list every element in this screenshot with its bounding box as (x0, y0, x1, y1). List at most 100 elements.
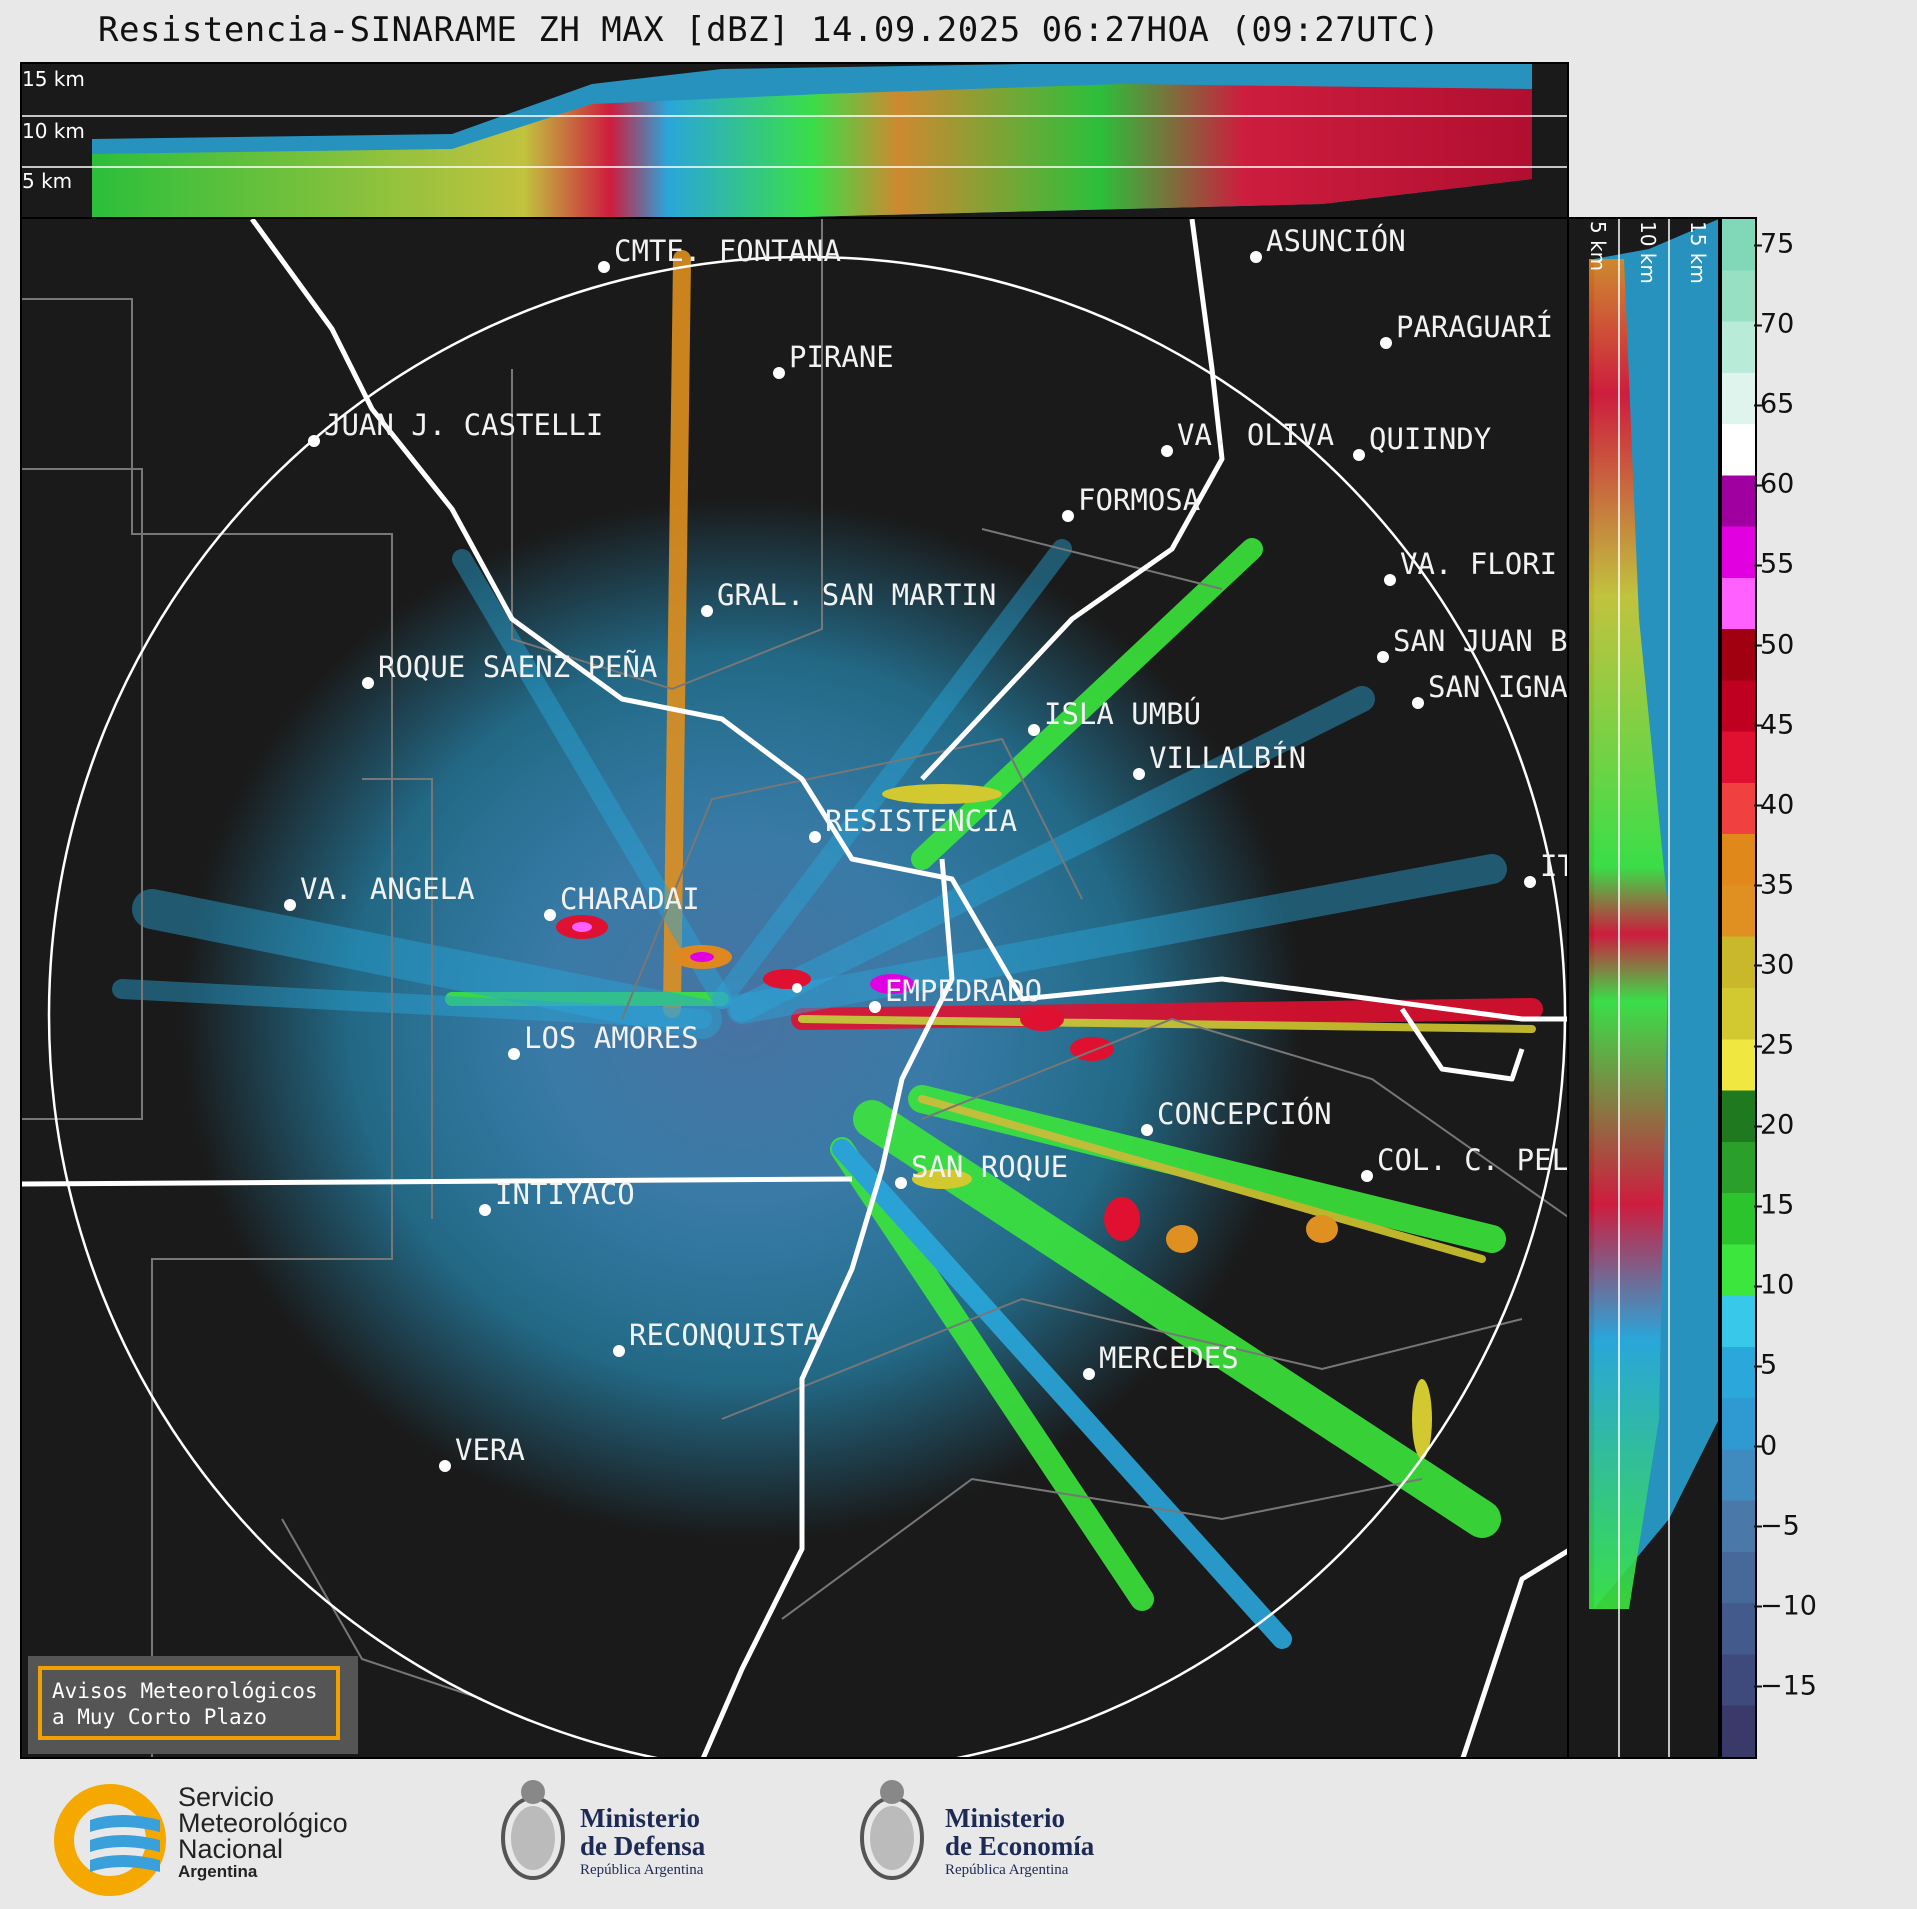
colorbar-tick-label: −10 (1754, 1590, 1817, 1622)
radar-map[interactable]: CMTE. FONTANA ASUNCIÓN PARAGUARÍ PIRANE JUAN… (20, 217, 1569, 1759)
colorbar-tick-label: 0 (1753, 1430, 1778, 1461)
city-marker (613, 1345, 625, 1357)
defensa-logo-text: Ministerio de Defensa República Argentin… (580, 1804, 705, 1880)
colorbar-tick-label: 40 (1753, 789, 1795, 821)
city-marker (809, 831, 821, 843)
city-label: SAN IGNA (1428, 670, 1568, 704)
warning-box[interactable]: Avisos Meteorológicos a Muy Corto Plazo (28, 1656, 358, 1754)
colorbar-tick-label: 15 (1753, 1189, 1795, 1221)
city-label: VILLALBÍN (1149, 741, 1306, 775)
warning-line-2: a Muy Corto Plazo (52, 1705, 267, 1729)
side-height-profile: 5 km 10 km 15 km (1569, 217, 1720, 1759)
city-marker (1361, 1170, 1373, 1182)
colorbar-tick-label: 45 (1753, 709, 1795, 741)
colorbar (1720, 217, 1757, 1759)
city-labels: CMTE. FONTANA ASUNCIÓN PARAGUARÍ PIRANE JUAN… (284, 224, 1569, 1472)
city-marker (1250, 251, 1262, 263)
economia-line: de Economía (945, 1831, 1095, 1861)
city-label: LOS AMORES (524, 1021, 699, 1055)
argentina-shield-icon (501, 1780, 565, 1880)
range-ring (47, 255, 1567, 1757)
city-marker (895, 1177, 907, 1189)
radar-streaks (112, 250, 1543, 1649)
city-marker (1412, 697, 1424, 709)
city-label: ROQUE SAENZ PEÑA (378, 650, 657, 684)
economia-logo-text: Ministerio de Economía República Argenti… (945, 1804, 1094, 1880)
city-label: PIRANE (789, 340, 894, 374)
footer: Servicio Meteorológico Nacional Argentin… (0, 1760, 1917, 1909)
colorbar-tick-label: 70 (1753, 308, 1795, 340)
city-label: SAN ROQUE (911, 1150, 1068, 1184)
city-label: ITI (1540, 849, 1569, 883)
colorbar-tick-label: 10 (1753, 1269, 1795, 1301)
top-altitude-label: 10 km (22, 119, 85, 143)
top-altitude-label: 15 km (22, 67, 85, 91)
colorbar-tick-label: −15 (1754, 1670, 1817, 1702)
colorbar-tick-label: 60 (1753, 468, 1795, 500)
colorbar-tick-label: 35 (1753, 869, 1795, 901)
city-marker (773, 367, 785, 379)
city-marker (284, 899, 296, 911)
smn-line: Meteorológico (178, 1808, 348, 1838)
side-altitude-label: 10 km (1636, 221, 1660, 284)
city-label: INTIYACO (495, 1177, 635, 1211)
city-marker (1384, 574, 1396, 586)
city-marker (1380, 337, 1392, 349)
argentina-shield-icon (860, 1780, 924, 1880)
city-label: PARAGUARÍ (1396, 310, 1553, 344)
city-label: CHARADAI (560, 882, 700, 916)
colorbar-tick-label: 55 (1753, 548, 1795, 580)
side-altitude-label: 5 km (1586, 221, 1610, 271)
side-altitude-label: 15 km (1686, 221, 1710, 284)
city-label: QUIINDY (1369, 422, 1491, 456)
smn-logo-text: Servicio Meteorológico Nacional Argentin… (178, 1784, 348, 1882)
rivers (22, 219, 1567, 1757)
city-label: MERCEDES (1099, 1341, 1239, 1375)
storm-cells (556, 784, 1432, 1459)
colorbar-tick-label: −5 (1754, 1510, 1800, 1542)
city-label: JUAN J. CASTELLI (324, 408, 603, 442)
warning-line-1: Avisos Meteorológicos (52, 1679, 318, 1703)
city-label: VA. OLIVA (1177, 418, 1334, 452)
city-label: FORMOSA (1078, 483, 1200, 517)
city-label: CONCEPCIÓN (1157, 1097, 1332, 1131)
smn-logo-icon (54, 1784, 166, 1896)
city-label: GRAL. SAN MARTIN (717, 578, 996, 612)
colorbar-tick-label: 25 (1753, 1029, 1795, 1061)
smn-line: Servicio (178, 1782, 275, 1812)
colorbar-tick-label: 50 (1753, 629, 1795, 660)
city-marker (1524, 876, 1536, 888)
city-marker (308, 435, 320, 447)
city-label: VA. FLORI (1400, 547, 1557, 581)
colorbar-tick-label: 20 (1753, 1109, 1795, 1141)
city-marker (1133, 768, 1145, 780)
province-boundaries (22, 219, 1567, 1757)
city-marker (1377, 651, 1389, 663)
city-marker (1161, 445, 1173, 457)
city-marker (479, 1204, 491, 1216)
city-marker (598, 261, 610, 273)
radar-site-marker (792, 983, 802, 993)
city-marker (1141, 1124, 1153, 1136)
economia-line: República Argentina (945, 1862, 1069, 1878)
city-marker (1062, 510, 1074, 522)
city-marker (362, 677, 374, 689)
city-marker (1353, 449, 1365, 461)
city-label: VERA (455, 1433, 525, 1467)
city-marker (508, 1048, 520, 1060)
map-title: Resistencia-SINARAME ZH MAX [dBZ] 14.09.… (98, 10, 1441, 50)
city-marker (1083, 1368, 1095, 1380)
city-label: ISLA UMBÚ (1044, 697, 1201, 731)
top-height-profile: 15 km 10 km 5 km (20, 62, 1569, 217)
city-label: SAN JUAN B (1393, 624, 1568, 658)
city-marker (701, 605, 713, 617)
city-label: VA. ANGELA (300, 872, 475, 906)
city-label: EMPEDRADO (885, 974, 1042, 1008)
city-marker (544, 909, 556, 921)
smn-line: Nacional (178, 1834, 284, 1864)
colorbar-tick-label: 5 (1753, 1349, 1778, 1381)
city-label: COL. C. PEL (1377, 1143, 1569, 1177)
city-label: ASUNCIÓN (1266, 224, 1406, 258)
city-label: RECONQUISTA (629, 1318, 821, 1352)
defensa-line: de Defensa (580, 1831, 706, 1861)
